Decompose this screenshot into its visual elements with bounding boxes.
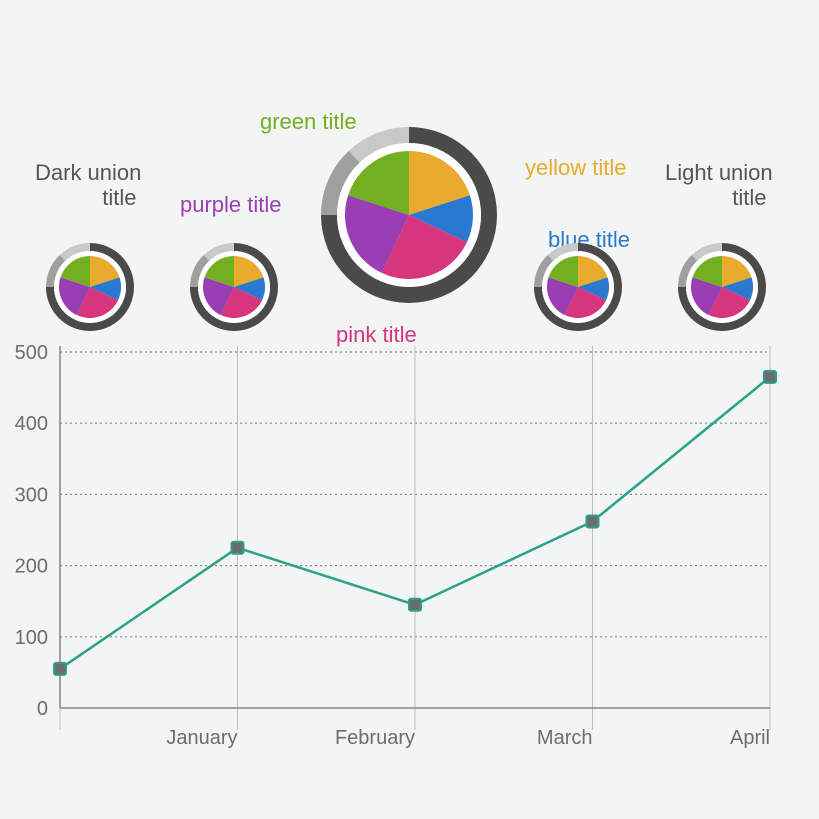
x-tick-label: February <box>335 727 415 749</box>
y-tick-label: 100 <box>15 627 48 649</box>
x-tick-label: March <box>537 727 593 749</box>
data-marker <box>54 663 66 675</box>
y-tick-label: 300 <box>15 484 48 506</box>
y-tick-label: 500 <box>15 342 48 364</box>
data-marker <box>409 599 421 611</box>
y-tick-label: 200 <box>15 556 48 578</box>
y-tick-label: 400 <box>15 413 48 435</box>
data-marker <box>587 515 599 527</box>
data-marker <box>232 542 244 554</box>
x-tick-label: April <box>730 727 770 749</box>
x-tick-label: January <box>166 727 237 749</box>
data-marker <box>764 371 776 383</box>
line-chart: 0 100 200 300 400 500 January February March Apri… <box>0 0 819 819</box>
y-tick-label: 0 <box>37 698 48 720</box>
